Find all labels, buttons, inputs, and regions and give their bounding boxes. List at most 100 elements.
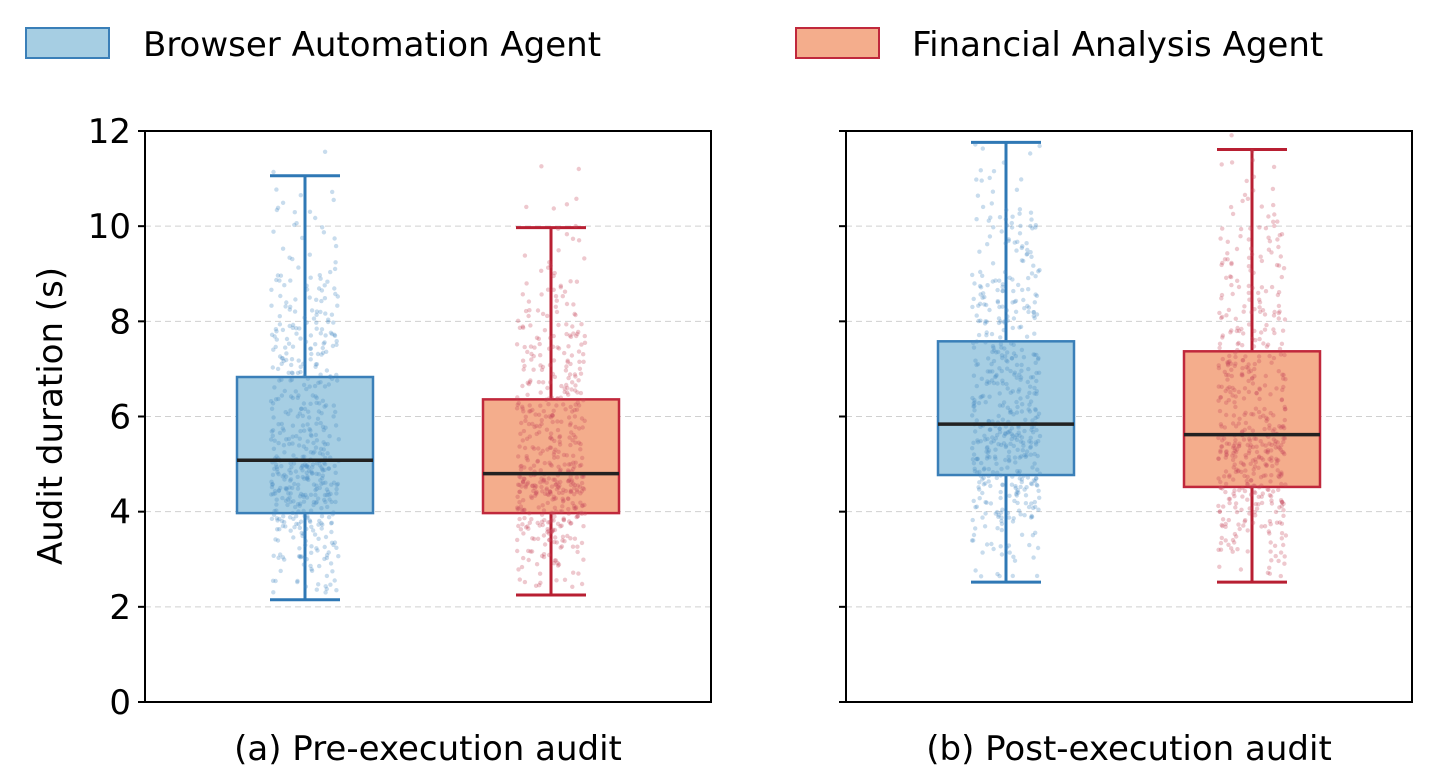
data-point	[1226, 360, 1231, 365]
data-point	[1232, 488, 1237, 493]
data-point	[981, 475, 986, 480]
data-point	[1018, 324, 1024, 329]
data-point	[290, 344, 296, 349]
data-point	[550, 344, 556, 349]
data-point	[1269, 360, 1274, 365]
data-point	[1271, 202, 1276, 208]
data-point	[528, 466, 533, 471]
data-point	[1014, 362, 1020, 368]
data-point	[538, 451, 543, 456]
data-point	[562, 289, 568, 294]
data-point	[582, 502, 587, 508]
data-point	[569, 478, 575, 483]
data-point	[980, 550, 985, 555]
data-point	[557, 435, 562, 440]
data-point	[284, 336, 290, 342]
data-point	[555, 419, 560, 424]
data-point	[564, 453, 569, 458]
data-point	[1018, 375, 1024, 380]
data-point	[1021, 297, 1026, 303]
data-point	[516, 523, 521, 529]
data-point	[567, 422, 573, 428]
data-point	[1236, 389, 1242, 395]
data-point	[570, 236, 576, 241]
data-point	[1230, 457, 1236, 463]
data-point	[534, 491, 539, 496]
data-point	[984, 500, 989, 505]
data-point	[1259, 258, 1265, 264]
data-point	[552, 505, 558, 510]
data-point	[970, 272, 975, 278]
data-point	[1014, 493, 1019, 498]
data-point	[320, 452, 325, 457]
data-point	[325, 319, 331, 325]
data-point	[1241, 396, 1247, 401]
data-point	[286, 341, 292, 346]
data-point	[1232, 531, 1238, 537]
data-point	[520, 508, 525, 514]
data-point	[1007, 493, 1012, 498]
data-point	[1243, 468, 1248, 473]
data-point	[1008, 408, 1013, 413]
data-point	[1276, 310, 1282, 316]
data-point	[1218, 485, 1223, 490]
data-point	[304, 476, 310, 482]
data-point	[336, 437, 341, 442]
data-point	[1245, 497, 1250, 502]
data-point	[283, 410, 288, 415]
data-point	[1217, 341, 1223, 346]
data-point	[1242, 427, 1248, 432]
data-point	[549, 484, 555, 489]
data-point	[287, 515, 293, 520]
data-point	[1252, 361, 1258, 367]
data-point	[269, 429, 274, 434]
data-point	[566, 496, 571, 502]
data-point	[305, 422, 310, 427]
data-point	[563, 368, 569, 373]
data-point	[548, 263, 553, 268]
data-point	[311, 440, 316, 446]
data-point	[274, 465, 279, 470]
data-point	[1243, 410, 1248, 415]
data-point	[529, 549, 535, 554]
data-point	[1004, 545, 1009, 550]
data-point	[515, 494, 520, 499]
data-point	[575, 514, 580, 519]
data-point	[284, 437, 289, 442]
data-point	[1029, 271, 1035, 276]
data-point	[317, 518, 322, 524]
data-point	[1019, 347, 1025, 353]
data-point	[997, 366, 1002, 371]
data-point	[552, 514, 557, 519]
data-point	[1281, 384, 1286, 390]
data-point	[1259, 494, 1264, 499]
y-tick-label: 10	[88, 207, 131, 247]
data-point	[334, 372, 339, 378]
data-point	[972, 281, 977, 286]
data-point	[1261, 341, 1266, 346]
data-point	[316, 522, 321, 527]
data-point	[328, 561, 334, 566]
data-point	[283, 474, 289, 479]
data-point	[973, 505, 978, 510]
data-point	[1011, 351, 1017, 356]
data-point	[1268, 540, 1273, 545]
data-point	[978, 473, 984, 479]
data-point	[565, 468, 571, 473]
data-point	[565, 533, 570, 539]
data-point	[1241, 461, 1246, 467]
data-point	[1000, 378, 1005, 383]
data-point	[544, 486, 549, 491]
data-point	[297, 503, 302, 508]
data-point	[1240, 429, 1245, 434]
data-point	[1260, 457, 1266, 462]
data-point	[280, 495, 285, 501]
data-point	[1275, 468, 1280, 473]
data-point	[269, 287, 274, 292]
data-point	[521, 428, 527, 434]
data-point	[537, 571, 543, 576]
data-point	[1218, 449, 1223, 455]
data-point	[998, 335, 1003, 340]
data-point	[996, 513, 1001, 518]
data-point	[523, 525, 529, 530]
